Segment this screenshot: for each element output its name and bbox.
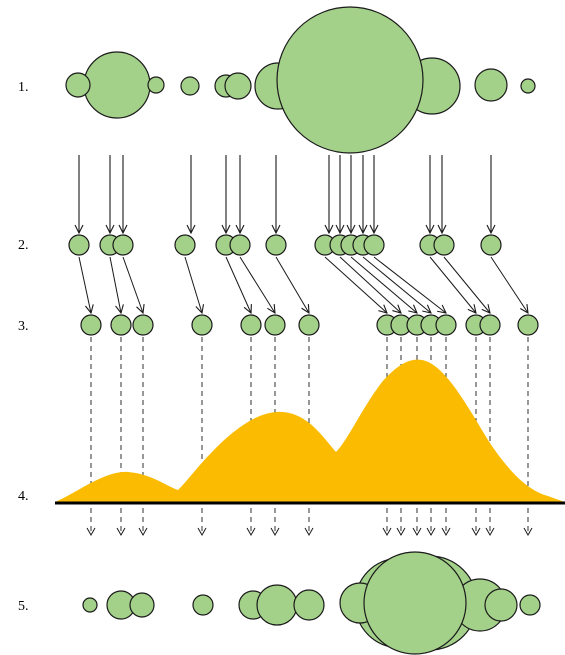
arrow-2-3 xyxy=(324,256,387,313)
row-label-1: 1. xyxy=(18,80,29,95)
dashed-arrowhead xyxy=(396,527,406,537)
row3-circle xyxy=(479,314,501,336)
dashed-arrowhead xyxy=(197,527,207,537)
row3-circle xyxy=(298,314,320,336)
row1-circle xyxy=(180,76,200,96)
row5-circle xyxy=(363,551,467,655)
row1-circle xyxy=(83,51,151,119)
row5-circle xyxy=(519,594,541,616)
arrows-row1-to-row2 xyxy=(79,155,491,233)
arrow-2-3 xyxy=(109,256,121,313)
row1-circle xyxy=(474,68,508,102)
dashed-arrowhead xyxy=(304,527,314,537)
dashed-arrowhead xyxy=(86,527,96,537)
dashed-arrowhead xyxy=(138,527,148,537)
row-2-circles xyxy=(68,234,502,256)
row5-circle xyxy=(192,594,214,616)
arrow-2-3 xyxy=(443,256,490,313)
row3-circle xyxy=(517,314,539,336)
row3-circle xyxy=(264,314,286,336)
row3-circle xyxy=(191,314,213,336)
row5-circle xyxy=(129,592,155,618)
row-label-2: 2. xyxy=(18,238,29,253)
density-curve xyxy=(55,359,565,505)
dashed-arrowhead xyxy=(471,527,481,537)
arrow-2-3 xyxy=(350,256,417,313)
arrow-2-3 xyxy=(122,256,143,313)
row-3-circles xyxy=(80,314,539,336)
row-label-5: 5. xyxy=(18,599,29,614)
row2-circle xyxy=(363,234,385,256)
dashed-arrowhead xyxy=(412,527,422,537)
row5-circle xyxy=(256,584,298,626)
row5-circle xyxy=(293,589,325,621)
arrow-2-3 xyxy=(429,256,476,313)
arrow-2-3 xyxy=(373,256,446,313)
row3-circle xyxy=(110,314,132,336)
row1-circle xyxy=(520,78,536,94)
row5-circle xyxy=(82,597,98,613)
dashed-arrowhead xyxy=(426,527,436,537)
dashed-arrowhead xyxy=(270,527,280,537)
row3-circle xyxy=(132,314,154,336)
row1-circle xyxy=(276,6,424,154)
row2-circle xyxy=(229,234,251,256)
row1-circle xyxy=(147,76,165,94)
arrow-2-3 xyxy=(239,256,275,313)
row2-circle xyxy=(433,234,455,256)
dashed-arrowhead xyxy=(382,527,392,537)
row-label-3: 3. xyxy=(18,319,29,334)
arrow-2-3 xyxy=(78,256,91,313)
arrow-2-3 xyxy=(225,256,251,313)
dashed-arrowhead xyxy=(485,527,495,537)
row-1-circles xyxy=(65,6,536,154)
dashed-arrowhead xyxy=(441,527,451,537)
density-area xyxy=(55,359,565,503)
arrow-2-3 xyxy=(184,256,202,313)
row3-circle xyxy=(80,314,102,336)
arrow-2-3 xyxy=(490,256,528,313)
row2-circle xyxy=(68,234,90,256)
row1-circle xyxy=(224,72,252,100)
dashed-arrowhead xyxy=(523,527,533,537)
arrow-2-3 xyxy=(339,256,401,313)
row2-circle xyxy=(112,234,134,256)
row3-circle xyxy=(435,314,457,336)
row-label-4: 4. xyxy=(18,489,29,504)
row1-circle xyxy=(65,72,91,98)
arrow-2-3 xyxy=(362,256,431,313)
dashed-arrowhead xyxy=(116,527,126,537)
row5-circle xyxy=(484,588,518,622)
row-5-circles xyxy=(82,551,541,655)
row2-circle xyxy=(480,234,502,256)
row2-circle xyxy=(265,234,287,256)
dashed-arrowhead xyxy=(246,527,256,537)
arrow-2-3 xyxy=(275,256,309,313)
row3-circle xyxy=(240,314,262,336)
arrows-row2-to-row3 xyxy=(78,256,528,313)
row2-circle xyxy=(174,234,196,256)
